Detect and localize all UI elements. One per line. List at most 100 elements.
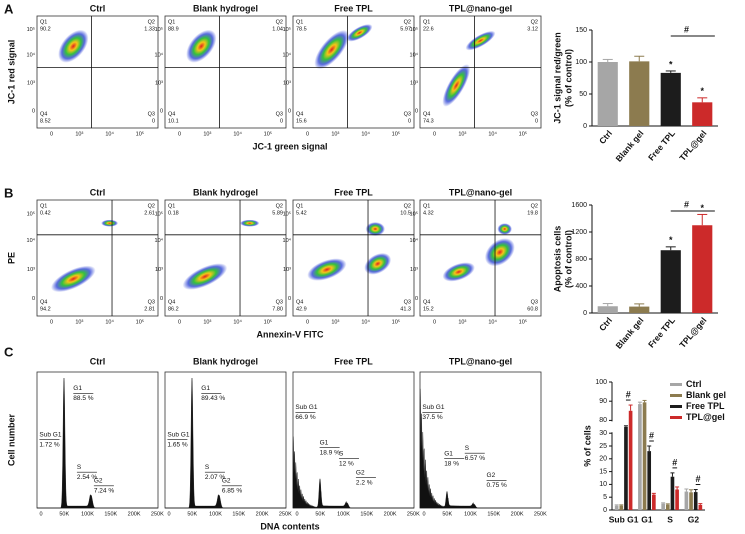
density-cloud [314,29,350,70]
density-cloud [101,219,119,227]
quadrant-name: Q2 [148,203,155,209]
phase-value: 1.65 % [167,441,187,448]
x-tick-label: 0 [178,319,181,325]
x-tick-label: 10³ [331,131,339,137]
plot-title: TPL@nano-gel [449,356,512,366]
x-tick-label: 10³ [458,319,466,325]
bar [693,492,698,510]
significance-hash: # [626,389,631,399]
significance-hash: # [649,430,654,440]
quadrant-name: Q3 [404,299,411,305]
y-tick-label: 10⁴ [27,237,36,244]
x-tick-label: 10³ [331,319,339,325]
legend-label: TPL@gel [686,412,725,422]
significance-star: * [669,235,673,245]
panel-label: B [4,185,13,200]
x-tick-label: Ctrl [597,128,614,146]
bar [660,72,681,126]
x-tick-label: S [667,514,673,524]
quadrant-name: Q2 [276,203,283,209]
phase-name: Sub G1 [167,431,189,438]
histogram [37,377,158,509]
phase-value: 18.9 % [320,449,340,456]
x-tick-label: 100K [464,511,477,517]
phase-value: 2.07 % [205,474,225,481]
y-tick-label: 0 [160,109,163,115]
histogram [165,377,286,509]
x-tick-label: 10⁴ [488,130,497,137]
plot-frame [36,371,159,509]
density-cloud [182,263,228,290]
plot-title: Blank hydrogel [193,356,258,366]
x-tick-label: 10⁵ [136,318,144,325]
y-axis-label: % of cells [582,425,592,467]
plot-title: Blank hydrogel [193,3,258,13]
panel-label: C [4,344,14,359]
y-tick-label: 10³ [27,81,35,87]
flow-plot [419,199,542,317]
y-tick-label: 90 [599,398,607,405]
x-tick-label: 10⁵ [136,130,144,137]
plot-title: Ctrl [90,356,106,366]
y-tick-label: 0 [583,310,587,317]
y-tick-label: 400 [575,283,587,290]
x-tick-label: TPL@gel [677,128,708,162]
plot-frame [36,15,159,129]
y-tick-label: 0 [288,109,291,115]
plot-frame [292,199,415,317]
x-tick-label: 150K [232,511,245,517]
quadrant-value: 0 [152,118,155,124]
quadrant-value: 19.8 [527,210,538,216]
phase-name: G1 [320,439,329,446]
density-cloud [364,252,392,275]
x-tick-label: 10³ [75,319,83,325]
x-tick-label: 150K [360,511,373,517]
y-tick-label: 10³ [155,81,163,87]
y-tick-label: 10³ [27,267,35,273]
y-tick-label: 0 [415,296,418,302]
x-tick-label: 50K [187,511,197,517]
phase-value: 88.5 % [73,395,93,402]
significance-star: * [700,86,704,96]
y-tick-label: 10⁵ [155,210,163,217]
plot-frame [36,199,159,317]
x-tick-label: 10⁵ [519,318,527,325]
y-axis-label: JC-1 red signal [6,40,16,105]
quadrant-value: 88.9 [168,26,179,32]
y-tick-label: 100 [595,379,607,386]
x-tick-label: 10⁵ [264,318,272,325]
quadrant-name: Q1 [168,203,175,209]
quadrant-value: 0.18 [168,210,179,216]
quadrant-name: Q4 [40,299,47,305]
bar [638,404,642,510]
significance-star: * [700,203,704,213]
plot-frame [164,371,287,509]
quadrant-name: Q2 [531,203,538,209]
y-tick-label: 1600 [571,202,587,209]
y-tick-label: 50 [579,91,587,98]
x-tick-label: G2 [688,514,700,524]
phase-name: Sub G1 [422,404,444,411]
significance-star: * [669,59,673,69]
y-tick-label: 150 [575,27,587,34]
x-tick-label: 100K [81,511,94,517]
quadrant-value: 10.1 [168,118,179,124]
x-tick-label: Blank gel [614,315,646,350]
y-axis-label: (% of control) [563,230,573,288]
phase-value: 89.43 % [201,395,225,402]
significance-hash: # [684,24,689,34]
quadrant-value: 74.3 [423,118,434,124]
x-tick-label: 0 [306,131,309,137]
quadrant-value: 4.32 [423,210,434,216]
x-tick-label: 100K [209,511,222,517]
phase-name: S [77,464,82,471]
legend-label: Free TPL [686,401,725,411]
phase-name: S [465,445,470,452]
y-tick-label: 0 [603,507,607,514]
bar [652,494,656,510]
y-tick-label: 20 [599,456,607,463]
bar [642,402,647,510]
phase-value: 66.9 % [295,414,315,421]
density-cloud [497,223,512,235]
